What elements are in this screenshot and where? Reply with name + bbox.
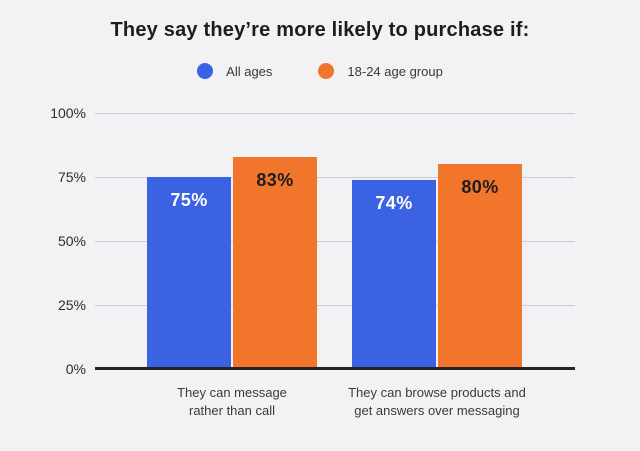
bar-value-label: 74% [375, 192, 413, 213]
legend-label-18-24: 18-24 age group [347, 63, 443, 79]
category-label-line: rather than call [189, 403, 275, 418]
chart-title: They say they’re more likely to purchase… [110, 19, 530, 41]
y-tick-label: 50% [57, 233, 86, 249]
legend: All ages 18-24 age group [0, 62, 640, 80]
bar-value-label: 80% [461, 177, 499, 198]
legend-swatch-18-24-icon [318, 63, 335, 79]
category-label: They can message rather than call [87, 384, 377, 420]
y-tick-label: 100% [50, 105, 86, 121]
bar-value-label: 75% [170, 190, 208, 210]
bar-18-24-age-group-group-2: 80% [438, 164, 522, 369]
bar-value-label: 83% [256, 169, 294, 190]
legend-item-all-ages: All ages [197, 63, 272, 79]
gridline-50% [95, 240, 575, 242]
legend-swatch-all-ages-icon [197, 63, 214, 79]
gridline-100% [95, 112, 575, 114]
gridline-75% [95, 176, 575, 178]
category-label-line: get answers over messaging [354, 403, 520, 418]
category-label: They can browse products and get answers … [292, 384, 582, 420]
bar-all-ages-group-2: 74% [352, 179, 436, 369]
category-label-line: They can browse products and [348, 385, 526, 400]
legend-item-18-24: 18-24 age group [318, 63, 443, 79]
y-tick-label: 0% [65, 361, 86, 377]
gridline-25% [95, 304, 575, 306]
y-tick-label: 75% [57, 169, 86, 185]
x-axis-line [95, 367, 575, 370]
bar-18-24-age-group-group-1: 83% [233, 156, 317, 369]
bar-all-ages-group-1: 75% [147, 177, 231, 369]
legend-label-all-ages: All ages [226, 63, 273, 79]
y-tick-label: 25% [57, 297, 86, 313]
category-label-line: They can message [177, 385, 287, 400]
